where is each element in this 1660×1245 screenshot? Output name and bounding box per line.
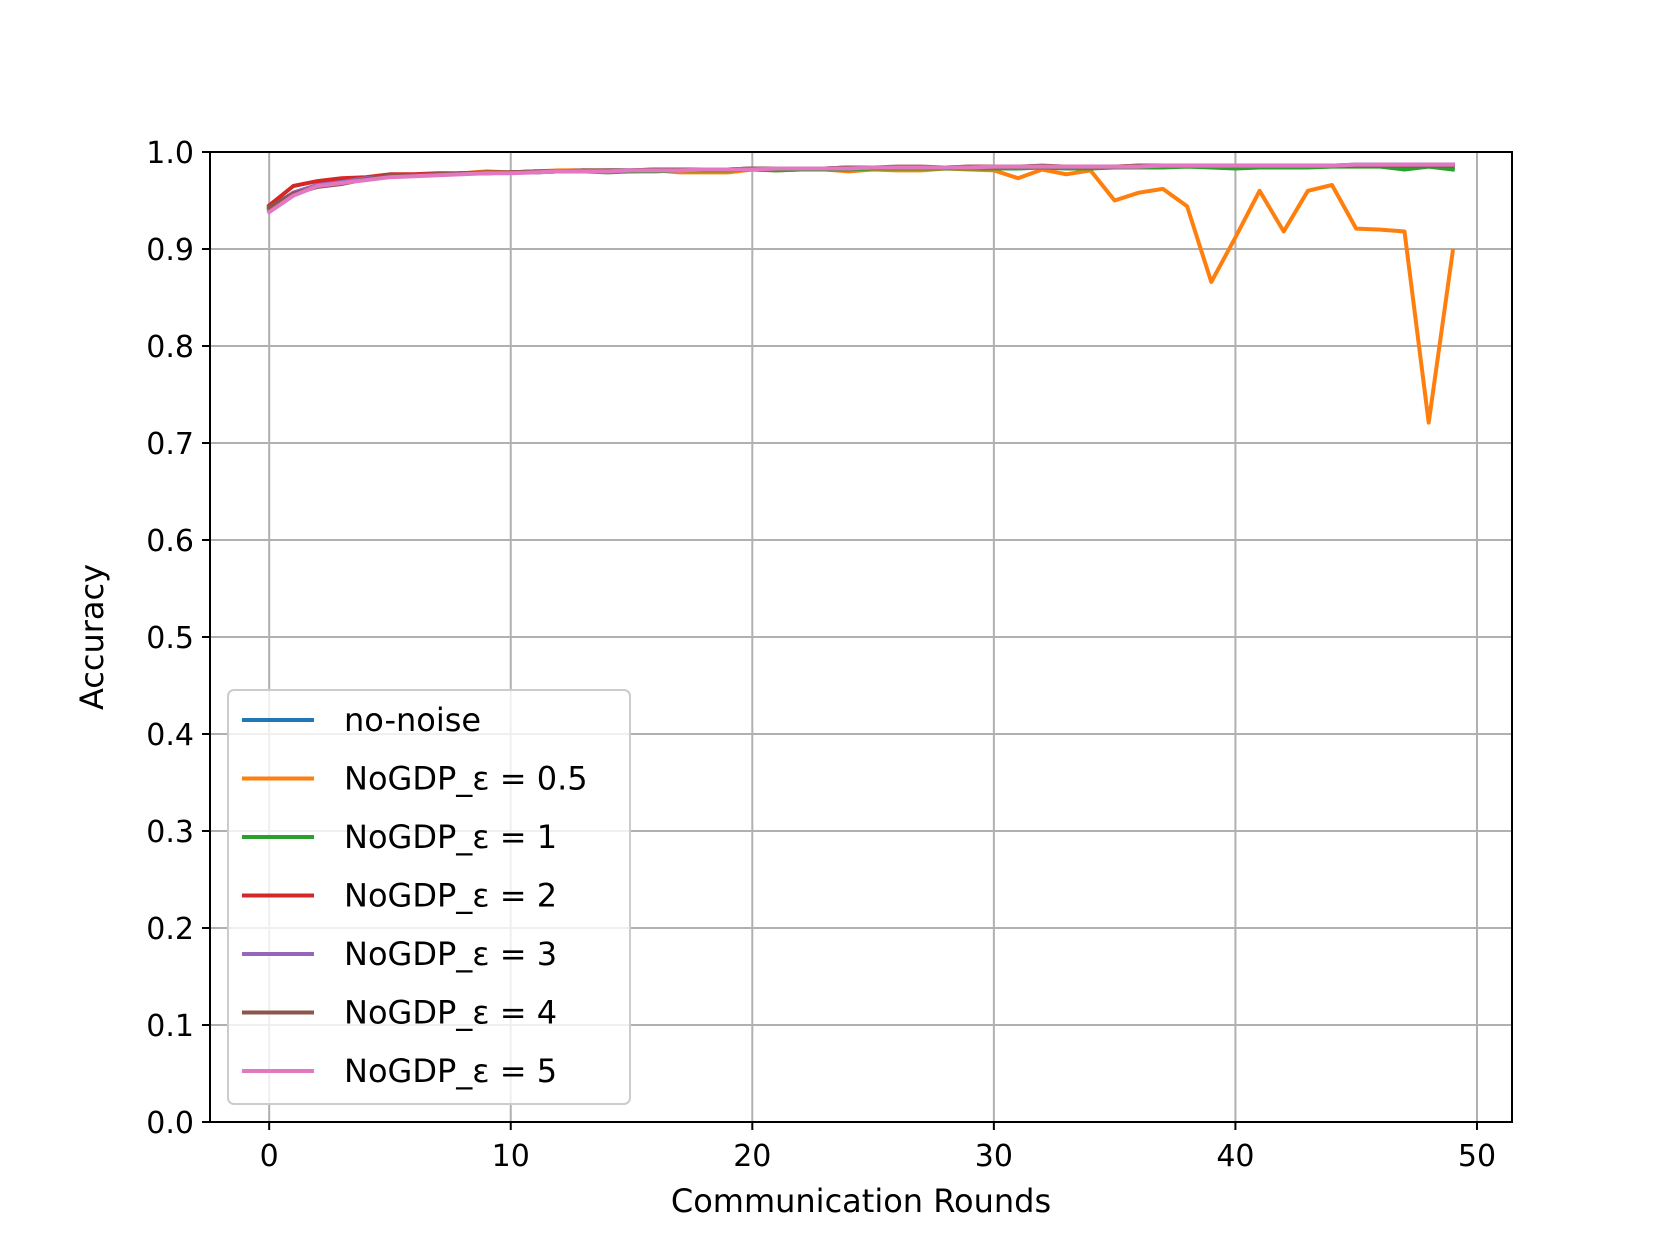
legend-label: NoGDP_ε = 0.5 [344, 760, 588, 798]
legend-label-prefix: NoGDP_ [344, 818, 473, 856]
y-tick-label: 0.7 [146, 427, 194, 462]
y-tick-label: 0.1 [146, 1009, 194, 1044]
y-tick-label: 1.0 [146, 136, 194, 171]
y-tick-label: 0.5 [146, 621, 194, 656]
legend-label-prefix: NoGDP_ [344, 1052, 473, 1090]
x-tick-label: 50 [1458, 1139, 1496, 1174]
x-tick-label: 20 [733, 1139, 771, 1174]
legend-label-prefix: NoGDP_ [344, 760, 473, 798]
x-tick-label: 40 [1216, 1139, 1254, 1174]
series-line-6 [266, 162, 1455, 215]
legend-label-prefix: NoGDP_ [344, 994, 473, 1032]
y-tick-label: 0.8 [146, 330, 194, 365]
axis-ticks: 0 10 20 30 40 50 0.0 0.1 0.2 0.3 0.4 0.5 0.6 0.7 0.8 0.… [146, 136, 1496, 1174]
y-tick-label: 0.3 [146, 815, 194, 850]
y-axis-title: Accuracy [73, 564, 111, 710]
legend-label-epsilon: ε = 0.5 [472, 760, 587, 798]
y-tick-label: 0.4 [146, 718, 194, 753]
x-tick-label: 0 [260, 1139, 279, 1174]
legend-label-epsilon: ε = 5 [472, 1052, 557, 1090]
legend-label-epsilon: ε = 4 [472, 994, 557, 1032]
legend-label: NoGDP_ε = 3 [344, 935, 557, 973]
legend-box [227, 689, 631, 1105]
legend-label-epsilon: ε = 3 [472, 935, 557, 973]
legend-label-prefix: no-noise [344, 701, 481, 739]
y-tick-label: 0.2 [146, 912, 194, 947]
legend-label: NoGDP_ε = 4 [344, 994, 557, 1032]
legend-label-prefix: NoGDP_ [344, 877, 473, 915]
series-lines [266, 162, 1456, 425]
x-axis-title: Communication Rounds [671, 1182, 1051, 1220]
y-tick-label: 0.9 [146, 233, 194, 268]
legend-label: NoGDP_ε = 1 [344, 818, 557, 856]
legend-label: NoGDP_ε = 2 [344, 877, 557, 915]
x-tick-label: 30 [975, 1139, 1013, 1174]
legend-label: NoGDP_ε = 5 [344, 1052, 557, 1090]
y-tick-label: 0.6 [146, 524, 194, 559]
legend-label-epsilon: ε = 1 [472, 818, 557, 856]
legend-label: no-noise [344, 701, 481, 739]
x-tick-label: 10 [492, 1139, 530, 1174]
legend-label-prefix: NoGDP_ [344, 935, 473, 973]
legend-label-epsilon: ε = 2 [472, 877, 557, 915]
y-tick-label: 0.0 [146, 1106, 194, 1141]
